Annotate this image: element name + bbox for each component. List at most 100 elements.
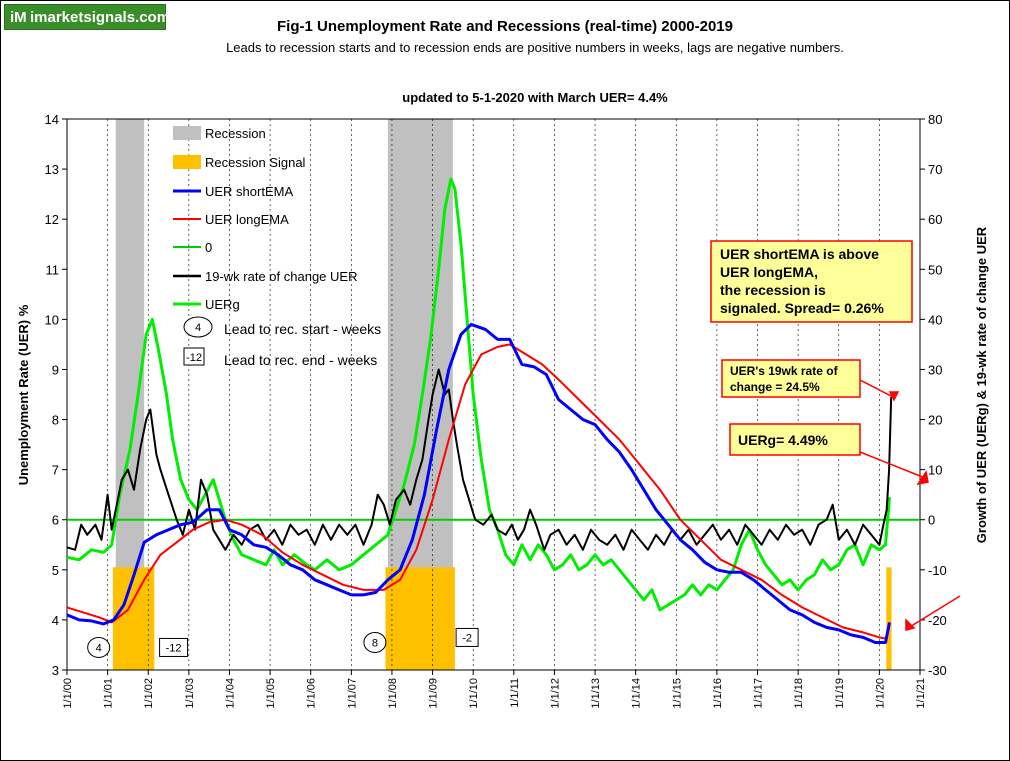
x-tick-label: 1/1/04 [224, 678, 236, 709]
legend-label-zero: 0 [205, 240, 212, 255]
y-tick-label: 10 [45, 312, 59, 327]
y-tick-label: 9 [52, 362, 59, 377]
legend-note-badge-start [183, 316, 213, 338]
x-tick-label: 1/1/03 [184, 678, 196, 709]
y-tick-label: 11 [46, 262, 60, 277]
legend-swatch-recession [173, 126, 201, 140]
plot-frame [66, 118, 921, 671]
signal-badge-text-1: -12 [166, 642, 182, 654]
y2-tick-label: 50 [928, 262, 942, 277]
chart-subtitle: Leads to recession starts and to recessi… [226, 40, 844, 55]
x-tick-label: 1/1/07 [346, 678, 358, 709]
annotation-signal-line-4: signaled. Spread= 0.26% [720, 300, 884, 316]
y2-tick-label: 70 [928, 162, 942, 177]
x-tick-label: 1/1/18 [793, 678, 805, 709]
y-tick-label: 5 [52, 563, 59, 578]
signal-bar-0 [112, 567, 155, 670]
signal-badge-text-0: 4 [96, 642, 102, 654]
signal-bar-2 [886, 567, 892, 670]
legend-label-uerg: UERg [205, 297, 240, 312]
y2-tick-label: 20 [928, 413, 942, 428]
x-tick-label: 1/1/00 [62, 678, 74, 709]
y-tick-label: 14 [45, 112, 59, 127]
x-tick-label: 1/1/11 [509, 678, 521, 708]
y2-tick-label: 80 [928, 112, 942, 127]
y-tick-label: 12 [45, 212, 59, 227]
series-line-uer-shortema [66, 322, 891, 644]
x-tick-label: 1/1/13 [590, 678, 602, 709]
y-tick-label: 13 [45, 162, 59, 177]
update-note: updated to 5-1-2020 with March UER= 4.4% [402, 90, 668, 105]
x-tick-label: 1/1/06 [306, 678, 318, 709]
x-tick-label: 1/1/14 [631, 678, 643, 709]
legend-swatch-signal [173, 155, 201, 169]
legend-label-signal: Recession Signal [205, 155, 306, 170]
x-tick-label: 1/1/21 [915, 678, 927, 709]
arrow-roc [859, 379, 896, 399]
signal-bar-1 [385, 567, 455, 670]
x-tick-label: 1/1/12 [549, 678, 561, 709]
legend-note-start: Lead to rec. start - weeks [224, 321, 381, 337]
x-tick-label: 1/1/15 [671, 678, 683, 709]
x-tick-label: 1/1/19 [834, 678, 846, 709]
signal-badge-3 [455, 627, 479, 647]
x-tick-label: 1/1/17 [753, 678, 765, 709]
logo-badge[interactable] [4, 4, 166, 30]
x-tick-label: 1/1/09 [428, 678, 440, 709]
annotation-uerg: UERg= 4.49% [729, 423, 861, 456]
y2-tick-label: 60 [928, 212, 942, 227]
y2-tick-label: -20 [928, 613, 947, 628]
annotation-signal-line-3: the recession is [720, 282, 826, 298]
signal-badge-0 [87, 636, 111, 658]
annotation-roc-line-2: change = 24.5% [730, 380, 820, 394]
y2-tick-label: 0 [928, 513, 935, 528]
y2-axis-label: Growth of UER (UERg) & 19-wk rate of cha… [974, 226, 989, 543]
annotation-signal-line-1: UER shortEMA is above [720, 246, 879, 262]
signal-badge-2 [363, 631, 387, 653]
logo-mark: iM [10, 9, 27, 26]
arrow-signal [907, 595, 961, 629]
legend-note-badge-end-text: -12 [186, 352, 202, 364]
annotation-roc: UER's 19wk rate of change = 24.5% [721, 359, 861, 398]
legend-label-roc: 19-wk rate of change UER [205, 269, 357, 284]
legend-note-end: Lead to rec. end - weeks [224, 352, 377, 368]
y-tick-label: 4 [52, 613, 59, 628]
y-axis-label: Unemployment Rate (UER) % [16, 304, 31, 485]
x-tick-label: 1/1/02 [143, 678, 155, 709]
x-tick-label: 1/1/10 [468, 678, 480, 709]
signal-badge-1 [159, 637, 189, 657]
legend-label-recession: Recession [205, 126, 266, 141]
legend-label-short: UER shortEMA [205, 184, 293, 199]
logo-text: imarketsignals.com [30, 9, 170, 26]
annotation-uerg-text: UERg= 4.49% [738, 432, 828, 448]
annotation-signal: UER shortEMA is above UER longEMA, the r… [710, 240, 913, 323]
series-line-19-wk-rate-of-change-uer [66, 368, 893, 551]
y-tick-label: 6 [52, 513, 59, 528]
legend: Recession Recession Signal UER shortEMA … [173, 126, 381, 368]
y2-tick-label: -10 [928, 563, 947, 578]
x-tick-label: 1/1/05 [265, 678, 277, 709]
y-tick-label: 7 [52, 463, 59, 478]
legend-label-long: UER longEMA [205, 212, 289, 227]
x-tick-label: 1/1/16 [712, 678, 724, 709]
x-tick-label: 1/1/08 [387, 678, 399, 709]
y-tick-label: 8 [52, 413, 59, 428]
x-tick-label: 1/1/01 [103, 678, 115, 709]
y2-tick-label: 10 [928, 463, 942, 478]
series-line-uer-longema [66, 343, 888, 640]
annotation-arrows [859, 379, 961, 631]
chart-title: Fig-1 Unemployment Rate and Recessions (… [277, 18, 733, 35]
arrow-uerg [859, 451, 926, 479]
x-tick-label: 1/1/20 [874, 678, 886, 709]
plot-area: 34567891011121314-30-20-1001020304050607… [45, 112, 947, 709]
legend-note-badge-end [183, 347, 205, 366]
signal-badge-text-3: -2 [462, 632, 472, 644]
annotation-signal-line-2: UER longEMA, [720, 264, 818, 280]
y2-tick-label: -30 [928, 663, 947, 678]
signal-badge-text-2: 8 [372, 637, 378, 649]
y2-tick-label: 40 [928, 312, 942, 327]
y-tick-label: 3 [52, 663, 59, 678]
y2-tick-label: 30 [928, 362, 942, 377]
annotation-roc-line-1: UER's 19wk rate of [730, 364, 839, 378]
